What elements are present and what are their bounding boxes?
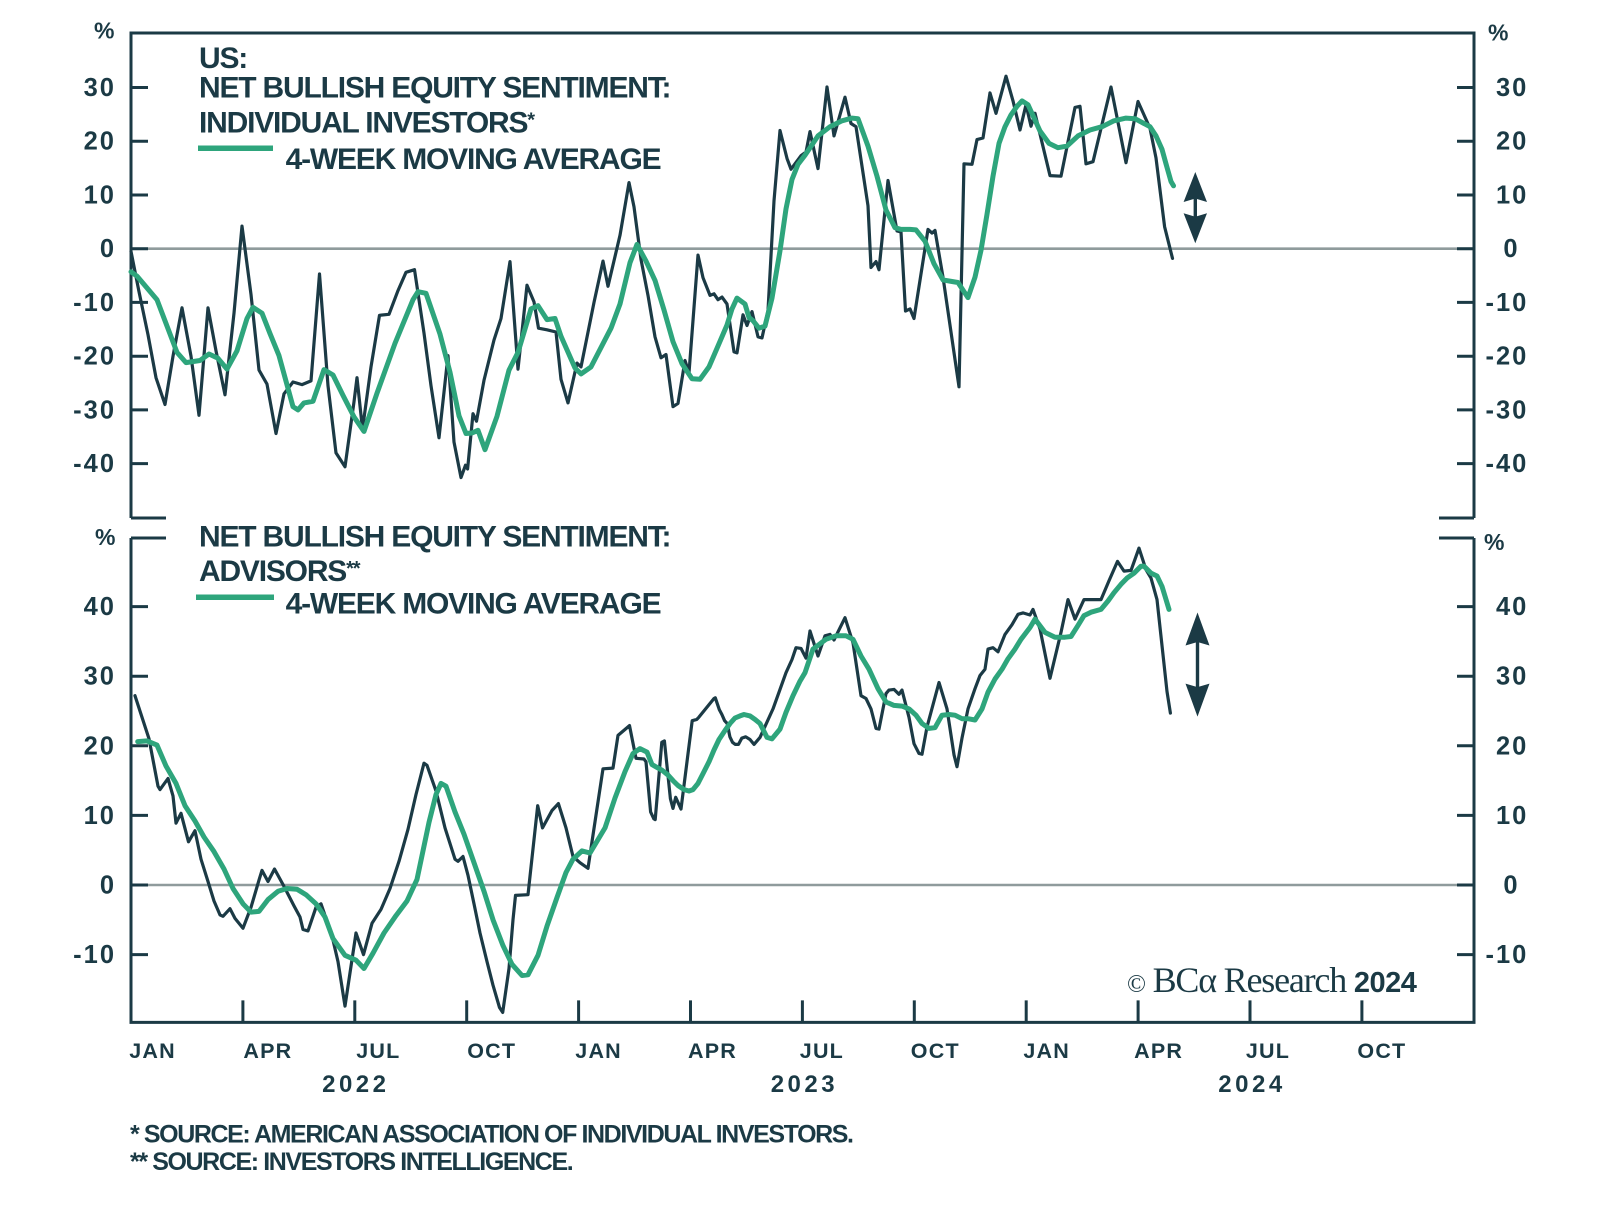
svg-text:20: 20 xyxy=(1496,128,1528,156)
svg-text:4-WEEK MOVING AVERAGE: 4-WEEK MOVING AVERAGE xyxy=(286,588,661,621)
svg-text:-10: -10 xyxy=(73,289,116,317)
svg-text:40: 40 xyxy=(1496,593,1528,621)
svg-text:APR: APR xyxy=(243,1039,292,1063)
svg-text:OCT: OCT xyxy=(911,1039,960,1063)
svg-text:0: 0 xyxy=(1503,872,1519,900)
svg-text:JAN: JAN xyxy=(1023,1039,1070,1063)
svg-text:JUL: JUL xyxy=(800,1039,844,1063)
svg-text:%: % xyxy=(95,524,115,550)
svg-text:© BCα Research 2024: © BCα Research 2024 xyxy=(1127,960,1417,1000)
svg-text:OCT: OCT xyxy=(1357,1039,1406,1063)
svg-text:%: % xyxy=(1488,20,1508,46)
svg-text:-40: -40 xyxy=(73,450,116,478)
svg-text:US:: US: xyxy=(199,42,247,75)
svg-text:-10: -10 xyxy=(1486,289,1529,317)
svg-text:-10: -10 xyxy=(1486,941,1529,969)
svg-text:20: 20 xyxy=(84,732,116,760)
svg-text:JUL: JUL xyxy=(356,1039,400,1063)
svg-text:40: 40 xyxy=(84,593,116,621)
svg-text:10: 10 xyxy=(1496,802,1528,830)
svg-text:ADVISORS**: ADVISORS** xyxy=(199,555,361,588)
svg-text:20: 20 xyxy=(84,128,116,156)
svg-text:0: 0 xyxy=(100,872,116,900)
svg-text:2024: 2024 xyxy=(1218,1071,1285,1098)
svg-text:JUL: JUL xyxy=(1246,1039,1290,1063)
svg-text:APR: APR xyxy=(688,1039,737,1063)
svg-text:-30: -30 xyxy=(1486,396,1529,424)
svg-text:-10: -10 xyxy=(73,941,116,969)
svg-text:JAN: JAN xyxy=(129,1039,176,1063)
svg-text:JAN: JAN xyxy=(575,1039,622,1063)
svg-text:APR: APR xyxy=(1134,1039,1183,1063)
svg-text:4-WEEK MOVING AVERAGE: 4-WEEK MOVING AVERAGE xyxy=(286,143,661,176)
svg-text:%: % xyxy=(1484,529,1504,555)
svg-text:10: 10 xyxy=(1496,181,1528,209)
svg-text:-40: -40 xyxy=(1486,450,1529,478)
svg-text:10: 10 xyxy=(84,181,116,209)
svg-text:NET BULLISH EQUITY SENTIMENT:: NET BULLISH EQUITY SENTIMENT: xyxy=(199,521,670,554)
svg-text:* SOURCE: AMERICAN ASSOCIATION: * SOURCE: AMERICAN ASSOCIATION OF INDIVI… xyxy=(130,1121,853,1149)
svg-text:%: % xyxy=(94,18,114,44)
svg-text:INDIVIDUAL INVESTORS*: INDIVIDUAL INVESTORS* xyxy=(199,107,535,140)
svg-text:0: 0 xyxy=(1503,235,1519,263)
svg-text:30: 30 xyxy=(1496,74,1528,102)
svg-text:-20: -20 xyxy=(1486,343,1529,371)
svg-text:30: 30 xyxy=(84,663,116,691)
svg-text:** SOURCE: INVESTORS INTELLIGE: ** SOURCE: INVESTORS INTELLIGENCE. xyxy=(130,1148,573,1176)
svg-text:NET BULLISH EQUITY SENTIMENT:: NET BULLISH EQUITY SENTIMENT: xyxy=(199,72,670,105)
svg-text:20: 20 xyxy=(1496,732,1528,760)
svg-text:2023: 2023 xyxy=(771,1071,838,1098)
svg-text:OCT: OCT xyxy=(467,1039,516,1063)
svg-text:10: 10 xyxy=(84,802,116,830)
svg-text:-30: -30 xyxy=(73,396,116,424)
svg-text:0: 0 xyxy=(100,235,116,263)
svg-text:30: 30 xyxy=(84,74,116,102)
svg-text:-20: -20 xyxy=(73,343,116,371)
svg-text:30: 30 xyxy=(1496,663,1528,691)
svg-text:2022: 2022 xyxy=(322,1071,389,1098)
